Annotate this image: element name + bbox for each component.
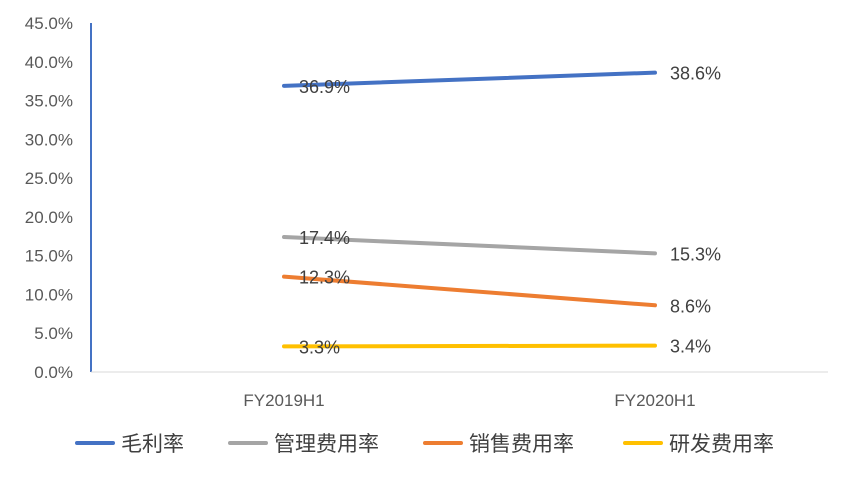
- data-labels: 36.9% 38.6% 17.4% 15.3% 12.3% 8.6% 3.3% 3.4%: [299, 64, 721, 358]
- series-line-1: [282, 70, 657, 88]
- legend-label-3: 销售费用率: [469, 433, 574, 456]
- series-line-2: [282, 235, 657, 256]
- y-tick-label: 40.0%: [25, 53, 73, 72]
- series-lines: [282, 70, 657, 349]
- data-label: 38.6%: [670, 64, 721, 84]
- legend-label-2: 管理费用率: [274, 433, 379, 456]
- data-label: 3.3%: [299, 337, 340, 357]
- y-tick-label: 25.0%: [25, 169, 73, 188]
- data-label: 15.3%: [670, 244, 721, 264]
- x-tick-label: FY2019H1: [243, 391, 324, 410]
- y-tick-label: 30.0%: [25, 130, 73, 149]
- y-tick-label: 35.0%: [25, 92, 73, 111]
- legend-label-1: 毛利率: [121, 433, 184, 456]
- legend: 毛利率 管理费用率 销售费用率 研发费用率: [75, 433, 774, 456]
- y-tick-label: 45.0%: [25, 14, 73, 33]
- series-line-4: [282, 343, 657, 349]
- series-line-3: [282, 274, 657, 308]
- y-tick-label: 0.0%: [34, 363, 73, 382]
- y-axis: 0.0% 5.0% 10.0% 15.0% 20.0% 25.0% 30.0% 35.0% 40…: [25, 14, 92, 382]
- x-axis: FY2019H1 FY2020H1: [91, 371, 828, 410]
- data-label: 3.4%: [670, 337, 711, 357]
- y-tick-label: 20.0%: [25, 208, 73, 227]
- data-label: 8.6%: [670, 296, 711, 316]
- x-tick-label: FY2020H1: [614, 391, 695, 410]
- y-tick-label: 15.0%: [25, 247, 73, 266]
- data-label: 12.3%: [299, 268, 350, 288]
- data-label: 17.4%: [299, 228, 350, 248]
- y-tick-label: 5.0%: [34, 324, 73, 343]
- data-label: 36.9%: [299, 77, 350, 97]
- y-tick-label: 10.0%: [25, 285, 73, 304]
- legend-label-4: 研发费用率: [669, 433, 774, 456]
